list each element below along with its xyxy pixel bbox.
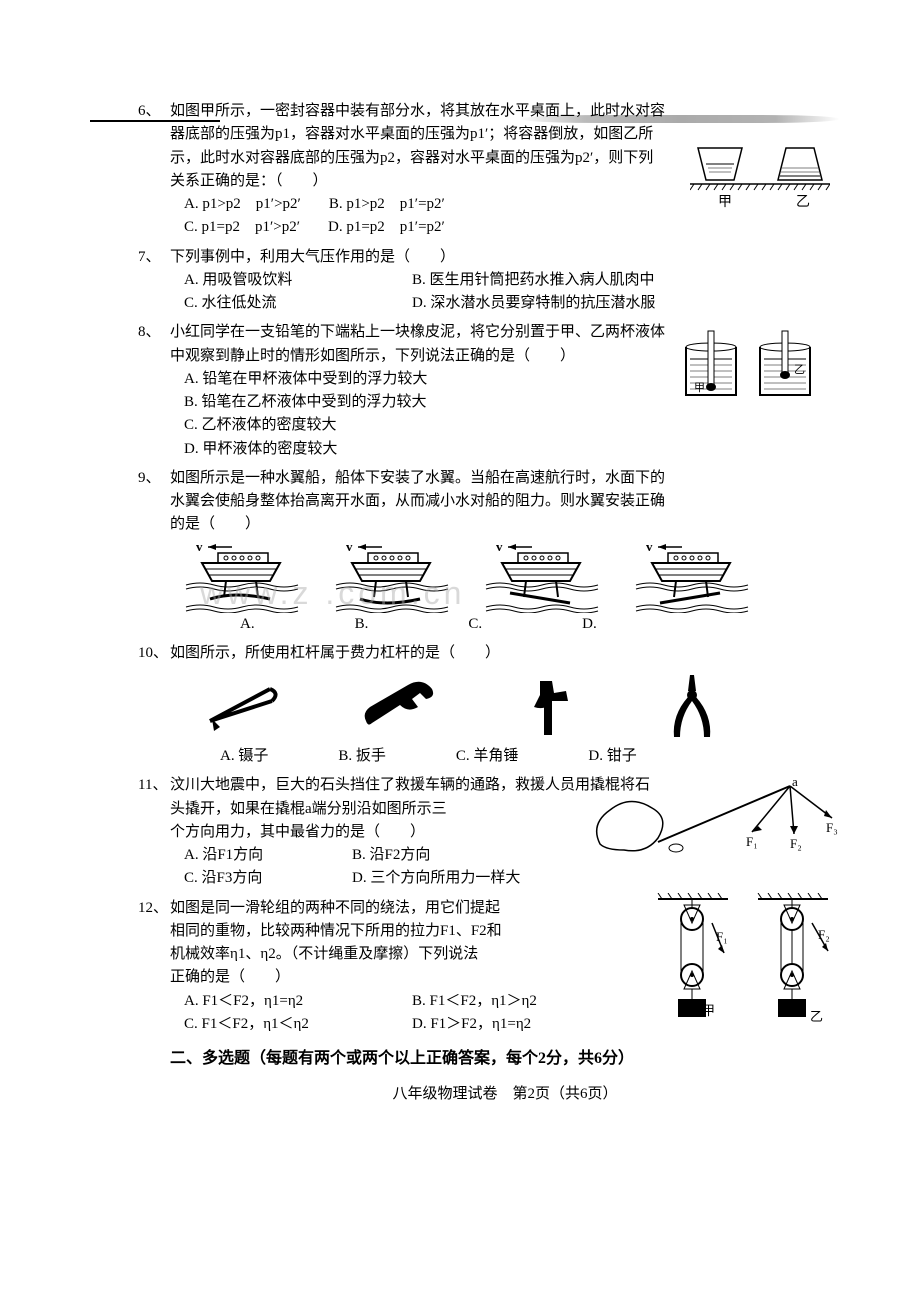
q12-optB: B. F1＜F2，η1＞η2: [412, 990, 537, 1013]
q9-line1: 如图所示是一种水翼船，船体下安装了水翼。当船在高速航行时，水面下的: [170, 467, 840, 490]
question-10: 10、 如图所示，所使用杠杆属于费力杠杆的是（ ） A. 镊子 B. 扳手: [170, 642, 840, 769]
boat-b-icon: [330, 541, 460, 613]
page-footer: 八年级物理试卷 第2页（共6页）: [170, 1082, 840, 1103]
q9-figure-row: [180, 541, 840, 613]
q7-optA: A. 用吸管吸饮料: [184, 269, 384, 292]
q6-optD: D. p1=p2 p1′=p2′: [328, 216, 445, 239]
q9-line3: 的是（ ）: [170, 513, 840, 536]
question-7: 7、 下列事例中，利用大气压作用的是（ ） A. 用吸管吸饮料 B. 医生用针筒…: [170, 246, 840, 316]
q12-optA: A. F1＜F2，η1=η2: [184, 990, 384, 1013]
question-6: 6、 如图甲所示，一密封容器中装有部分水，将其放在水平桌面上，此时水对容 器底部…: [170, 100, 840, 240]
section-2-header: 二、多选题（每题有两个或两个以上正确答案，每个2分，共6分）: [170, 1044, 840, 1068]
svg-text:甲: 甲: [702, 1003, 715, 1018]
q7-optB: B. 医生用针筒把药水推入病人肌肉中: [412, 269, 655, 292]
q9-number: 9、: [138, 467, 161, 490]
pliers-icon: [644, 671, 744, 743]
q10-number: 10、: [138, 642, 168, 665]
tweezers-icon: [200, 671, 300, 743]
question-8: 8、 小红同学在一支铅笔的下端粘上一块橡皮泥，将它分别置于甲、乙两杯液体 中观察…: [170, 321, 840, 461]
q9-optB: B.: [355, 613, 369, 636]
q11-line3: 个方向用力，其中最省力的是（ ）: [170, 821, 510, 844]
wrench-icon: [348, 671, 448, 743]
question-9: 9、 如图所示是一种水翼船，船体下安装了水翼。当船在高速航行时，水面下的 水翼会…: [170, 467, 840, 636]
q12-line3: 机械效率η1、η2。（不计绳重及摩擦）下列说法: [170, 943, 570, 966]
q9-optA: A.: [240, 613, 255, 636]
q9-line2: 水翼会使船身整体抬高离开水面，从而减小水对船的阻力。则水翼安装正确: [170, 490, 840, 513]
q6-number: 6、: [138, 100, 161, 123]
q10-text: 如图所示，所使用杠杆属于费力杠杆的是（ ）: [170, 642, 840, 665]
q10-optB: B. 扳手: [338, 745, 386, 768]
q10-optC: C. 羊角锤: [456, 745, 519, 768]
svg-text:F₂: F₂: [790, 836, 802, 851]
q12-figure: F₁ 甲: [650, 893, 840, 1033]
q9-optD: D.: [582, 613, 597, 636]
q6-fig-label-r: 乙: [796, 194, 810, 210]
q12-line4: 正确的是（ ）: [170, 966, 570, 989]
svg-text:乙: 乙: [810, 1009, 823, 1024]
svg-text:F₂: F₂: [818, 927, 830, 942]
boat-c-icon: [480, 541, 610, 613]
boat-a-icon: [180, 541, 310, 613]
q11-optD: D. 三个方向所用力一样大: [352, 867, 520, 890]
q11-optA: A. 沿F1方向: [184, 844, 324, 867]
q10-optD: D. 钳子: [588, 745, 636, 768]
q6-optB: B. p1>p2 p1′=p2′: [329, 193, 445, 216]
q7-optC: C. 水往低处流: [184, 292, 384, 315]
exam-page: 6、 如图甲所示，一密封容器中装有部分水，将其放在水平桌面上，此时水对容 器底部…: [0, 0, 920, 1143]
q12-optC: C. F1＜F2，η1＜η2: [184, 1013, 384, 1036]
q7-text: 下列事例中，利用大气压作用的是（ ）: [170, 246, 840, 269]
svg-text:F₁: F₁: [746, 834, 758, 849]
q12-number: 12、: [138, 897, 168, 920]
svg-text:乙: 乙: [794, 363, 805, 376]
q11-number: 11、: [138, 774, 167, 797]
svg-text:甲: 甲: [694, 382, 705, 394]
svg-text:a: a: [792, 774, 798, 789]
question-12: 12、 如图是同一滑轮组的两种不同的绕法，用它们提起 相同的重物，比较两种情况下…: [170, 897, 840, 1037]
q10-optA: A. 镊子: [220, 745, 268, 768]
q6-optA: A. p1>p2 p1′>p2′: [184, 193, 301, 216]
q9-optC: C.: [468, 613, 482, 636]
q11-optB: B. 沿F2方向: [352, 844, 430, 867]
q12-line2: 相同的重物，比较两种情况下所用的拉力F1、F2和: [170, 920, 570, 943]
q11-optC: C. 沿F3方向: [184, 867, 324, 890]
q6-fig-label-l: 甲: [718, 195, 732, 210]
svg-text:F₃: F₃: [826, 820, 838, 835]
q6-line1: 如图甲所示，一密封容器中装有部分水，将其放在水平桌面上，此时水对容: [170, 100, 840, 123]
q11-line2: 头撬开，如果在撬棍a端分别沿如图所示三: [170, 798, 510, 821]
q6-optC: C. p1=p2 p1′>p2′: [184, 216, 300, 239]
q8-optD: D. 甲杯液体的密度较大: [184, 438, 840, 461]
q12-line1: 如图是同一滑轮组的两种不同的绕法，用它们提起: [170, 897, 570, 920]
question-11: 11、 汶川大地震中，巨大的石头挡住了救援车辆的通路，救援人员用撬棍将石 头撬开…: [170, 774, 840, 890]
q6-figure: 甲 乙: [690, 140, 830, 212]
q10-figure-row: [200, 671, 840, 743]
svg-text:F₁: F₁: [716, 929, 728, 944]
q8-figure: 甲 乙: [680, 329, 820, 415]
q7-number: 7、: [138, 246, 161, 269]
q11-figure: a F₁ F₂ F₃: [580, 774, 840, 864]
claw-hammer-icon: [496, 671, 596, 743]
boat-d-icon: [630, 541, 760, 613]
q7-optD: D. 深水潜水员要穿特制的抗压潜水服: [412, 292, 655, 315]
q12-optD: D. F1＞F2，η1=η2: [412, 1013, 531, 1036]
q8-optC: C. 乙杯液体的密度较大: [184, 414, 840, 437]
q8-number: 8、: [138, 321, 161, 344]
